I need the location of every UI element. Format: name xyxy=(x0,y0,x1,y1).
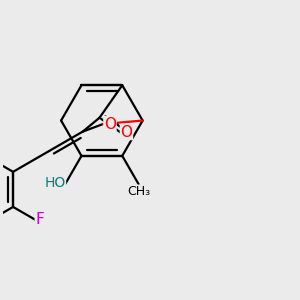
Text: CH₃: CH₃ xyxy=(127,185,150,198)
Text: F: F xyxy=(35,212,44,227)
Text: HO: HO xyxy=(44,176,65,190)
Text: O: O xyxy=(120,124,132,140)
Text: O: O xyxy=(104,116,116,131)
